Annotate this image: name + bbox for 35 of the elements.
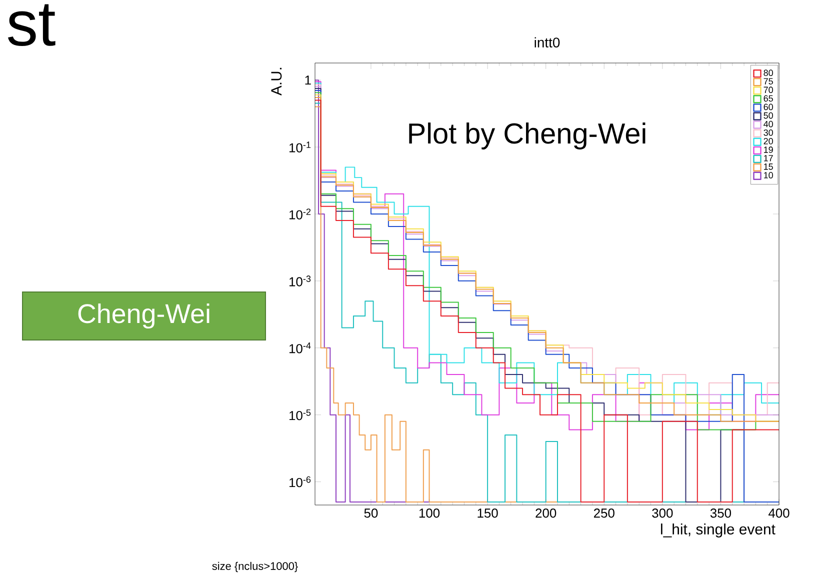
x-tick-label: 400 (768, 508, 790, 518)
legend-label: 50 (764, 112, 773, 119)
x-tick-label: 200 (536, 508, 556, 518)
legend-label: 80 (764, 70, 773, 76)
y-tick-label: 10$^{-4}$ (290, 342, 311, 354)
x-tick-label: 300 (652, 508, 673, 518)
annotation: Plot by Cheng-Wei (409, 122, 646, 150)
chart-title: intt0 (534, 37, 560, 48)
legend-label: 30 (764, 129, 773, 136)
x-tick-label: 50 (364, 508, 378, 518)
x-axis-title: l_hit, single event (661, 524, 776, 538)
legend-label: 20 (764, 138, 773, 144)
x-tick-label: 150 (478, 508, 498, 518)
legend-label: 65 (764, 95, 773, 102)
text: size {nclus>1000} (212, 562, 298, 572)
legend-label: 19 (764, 146, 773, 153)
y-tick-label: 10$^{-6}$ (290, 476, 311, 488)
y-tick-label: 10$^{-2}$ (290, 208, 311, 220)
legend-label: 15 (764, 164, 773, 170)
text: Cheng-Wei (78, 303, 210, 329)
legend-label: 10 (764, 172, 773, 178)
legend-label: 17 (764, 155, 773, 162)
y-tick-label: 10$^{-3}$ (290, 276, 311, 286)
text: st (8, 4, 56, 46)
y-tick-label: 10$^{-5}$ (290, 409, 311, 420)
y-axis-title: A.U. (271, 68, 282, 96)
legend-label: 40 (764, 120, 773, 128)
x-tick-label: 350 (710, 508, 732, 518)
legend-label: 60 (764, 104, 773, 110)
legend-label: 70 (764, 86, 773, 94)
x-tick-label: 100 (419, 508, 440, 518)
y-tick-label: 10$^{-1}$ (290, 142, 311, 152)
x-tick-label: 250 (594, 508, 614, 518)
legend-label: 75 (764, 78, 773, 84)
y-tick-label: 1 (305, 76, 311, 85)
